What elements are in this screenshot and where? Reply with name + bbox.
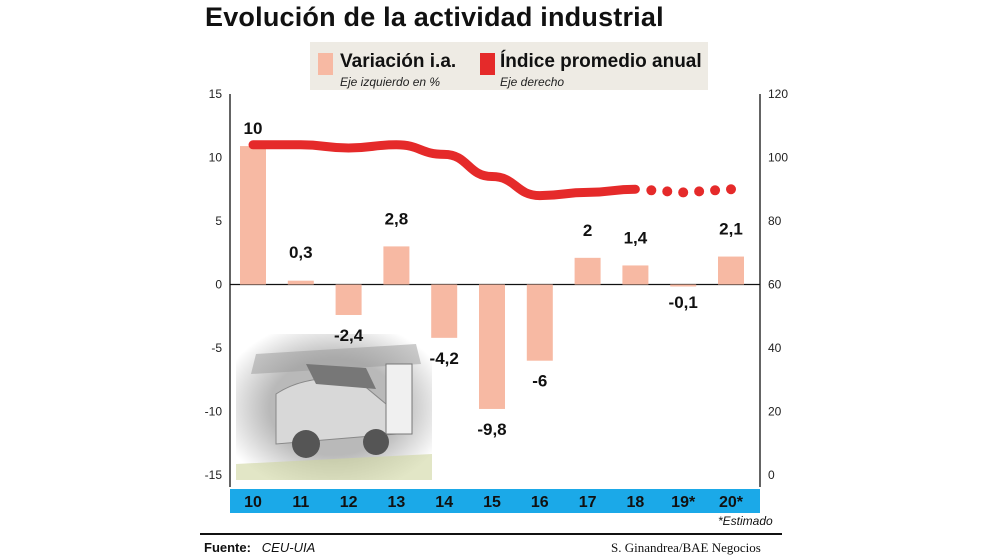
y-left-tick-label: 15 — [209, 87, 223, 101]
y-right-tick-label: 80 — [768, 214, 782, 228]
y-left-tick-label: -5 — [211, 341, 222, 355]
x-tick-label: 13 — [388, 494, 406, 511]
data-label: 2,1 — [719, 220, 743, 239]
bar — [526, 284, 553, 361]
y-right-tick-label: 60 — [768, 278, 782, 292]
y-right-tick-label: 0 — [768, 468, 775, 482]
data-label: 10 — [244, 119, 263, 138]
series-line — [248, 140, 640, 201]
legend-label-line: Índice promedio anual — [500, 51, 702, 72]
y-left-tick-label: -10 — [205, 405, 223, 419]
source-label: Fuente: — [204, 540, 251, 555]
bar — [479, 284, 505, 409]
legend-sub-line: Eje derecho — [500, 75, 565, 89]
x-tick-label: 18 — [627, 494, 645, 511]
x-tick-label: 11 — [292, 494, 309, 511]
bar — [622, 265, 649, 285]
data-label: -4,2 — [430, 349, 459, 368]
legend-swatch-line — [480, 53, 495, 75]
bar — [335, 284, 362, 315]
divider — [200, 533, 782, 535]
bar — [240, 146, 266, 285]
y-right-tick-label: 40 — [768, 341, 782, 355]
footnote: *Estimado — [718, 514, 773, 528]
bar — [718, 256, 744, 285]
chart-title: Evolución de la actividad industrial — [205, 2, 664, 32]
data-label: 2 — [583, 221, 592, 240]
y-right-tick-label: 20 — [768, 405, 782, 419]
data-label: 0,3 — [289, 243, 313, 262]
category-band — [230, 489, 760, 513]
data-label: 1,4 — [624, 228, 648, 247]
source: Fuente: CEU-UIA — [204, 540, 315, 555]
data-label: -6 — [532, 372, 547, 391]
x-tick-label: 15 — [483, 494, 501, 511]
line-point — [710, 185, 721, 196]
legend: Variación i.a. Eje izquierdo en % Índice… — [310, 42, 708, 90]
x-tick-label: 16 — [531, 494, 549, 511]
data-label: -2,4 — [334, 326, 364, 345]
line-point — [646, 185, 657, 196]
legend-sub-bar: Eje izquierdo en % — [340, 75, 441, 89]
x-tick-label: 17 — [579, 494, 597, 511]
line-point — [678, 187, 689, 198]
bar — [431, 284, 458, 338]
y-left-tick-label: 10 — [209, 151, 223, 165]
data-label: -0,1 — [669, 293, 698, 312]
line-point — [694, 186, 705, 197]
legend-label-bar: Variación i.a. — [340, 51, 457, 72]
legend-swatch-bar — [318, 53, 333, 75]
y-right-tick-label: 120 — [768, 87, 788, 101]
bar — [574, 257, 601, 285]
x-tick-label: 14 — [435, 494, 453, 511]
y-left-tick-label: 5 — [215, 214, 222, 228]
y-right-tick-label: 100 — [768, 151, 788, 165]
y-left-tick-label: -15 — [205, 468, 223, 482]
x-tick-label: 10 — [244, 494, 262, 511]
bar — [287, 280, 314, 285]
x-tick-label: 12 — [340, 494, 358, 511]
credit: S. Ginandrea/BAE Negocios — [611, 540, 761, 555]
y-left-tick-label: 0 — [215, 278, 222, 292]
data-label: -9,8 — [477, 420, 506, 439]
bar — [383, 246, 410, 285]
source-value: CEU-UIA — [261, 540, 316, 555]
line-point — [726, 184, 736, 195]
data-label: 2,8 — [385, 209, 409, 228]
factory-photo — [236, 334, 432, 480]
x-tick-label: 20* — [719, 494, 744, 511]
line-point — [662, 186, 673, 197]
x-tick-label: 19* — [671, 494, 696, 511]
bar — [670, 284, 697, 287]
